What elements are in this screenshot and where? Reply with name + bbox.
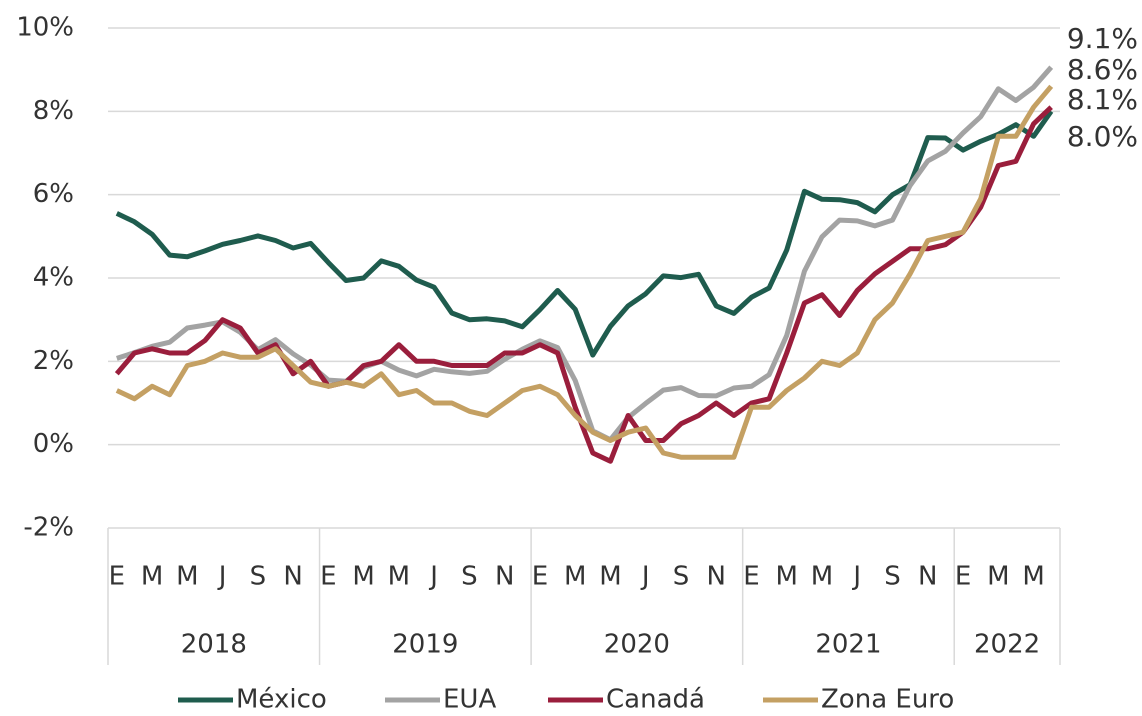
y-tick-label: 8% xyxy=(33,96,74,126)
x-tick-label: M xyxy=(811,562,833,592)
y-tick-label: 6% xyxy=(33,179,74,209)
x-tick-label: E xyxy=(743,562,759,592)
x-tick-label: S xyxy=(884,562,901,592)
x-tick-label: N xyxy=(706,562,725,592)
y-tick-label: -2% xyxy=(23,513,74,543)
x-tick-label: M xyxy=(987,562,1009,592)
x-tick-label: S xyxy=(461,562,478,592)
x-tick-label: J xyxy=(428,562,438,592)
x-tick-label: M xyxy=(352,562,374,592)
data-label: 8.6% xyxy=(1067,53,1138,86)
y-tick-label: 4% xyxy=(33,263,74,293)
y-tick-label: 10% xyxy=(16,13,74,43)
y-tick-label: 0% xyxy=(33,429,74,459)
x-tick-label: J xyxy=(640,562,650,592)
x-group-label: 2022 xyxy=(974,630,1040,660)
legend-label: México xyxy=(236,685,327,715)
x-tick-label: E xyxy=(955,562,971,592)
data-label: 9.1% xyxy=(1067,22,1138,55)
x-tick-label: E xyxy=(532,562,548,592)
x-tick-label: M xyxy=(176,562,198,592)
x-group-label: 2019 xyxy=(392,630,458,660)
y-tick-label: 2% xyxy=(33,346,74,376)
x-tick-label: E xyxy=(109,562,125,592)
data-label: 8.0% xyxy=(1067,120,1138,153)
x-group-label: 2021 xyxy=(815,630,881,660)
x-tick-label: N xyxy=(495,562,514,592)
legend-label: Zona Euro xyxy=(821,685,954,715)
x-tick-label: M xyxy=(388,562,410,592)
x-tick-label: J xyxy=(217,562,227,592)
x-tick-label: M xyxy=(564,562,586,592)
x-tick-label: E xyxy=(320,562,336,592)
legend-label: Canadá xyxy=(606,685,705,715)
legend-label: EUA xyxy=(443,685,496,715)
chart: -2%0%2%4%6%8%10%EMMJSNEMMJSNEMMJSNEMMJSN… xyxy=(0,0,1142,716)
x-tick-label: M xyxy=(776,562,798,592)
x-tick-label: N xyxy=(283,562,302,592)
x-tick-label: M xyxy=(599,562,621,592)
series-line xyxy=(117,67,1051,440)
series-line xyxy=(117,111,1051,355)
x-tick-label: S xyxy=(673,562,690,592)
x-group-label: 2020 xyxy=(604,630,670,660)
data-label: 8.1% xyxy=(1067,83,1138,116)
x-tick-label: M xyxy=(1022,562,1044,592)
x-tick-label: J xyxy=(851,562,861,592)
x-tick-label: M xyxy=(141,562,163,592)
x-group-label: 2018 xyxy=(181,630,247,660)
x-tick-label: N xyxy=(918,562,937,592)
x-tick-label: S xyxy=(250,562,267,592)
